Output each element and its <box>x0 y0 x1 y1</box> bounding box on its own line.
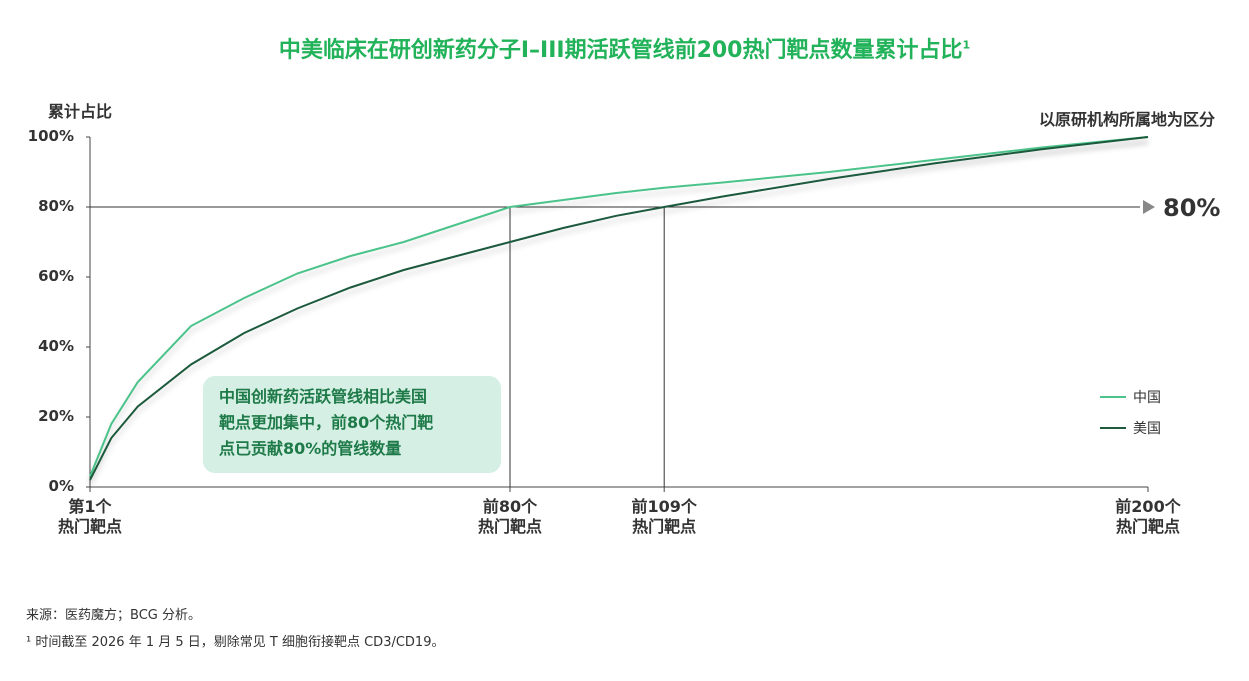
x-tick-label: 第1个 热门靶点 <box>57 497 122 536</box>
x-tick-label: 前109个 热门靶点 <box>631 497 697 536</box>
callout-text: 中国创新药活跃管线相比美国 靶点更加集中，前80个热门靶 点已贡献80%的管线数… <box>219 387 434 458</box>
y-tick-label: 20% <box>38 407 74 425</box>
y-tick-label: 80% <box>38 197 74 215</box>
y-axis-title: 累计占比 <box>48 102 113 121</box>
callout-box <box>203 376 501 473</box>
y-tick-label: 60% <box>38 267 74 285</box>
marker-arrow <box>1143 200 1155 214</box>
legend-label: 中国 <box>1133 390 1161 406</box>
series-line <box>89 136 1149 477</box>
footnote: ¹ 时间截至 2026 年 1 月 5 日，剔除常见 T 细胞衔接靶点 CD3/… <box>26 635 445 650</box>
y-tick-label: 0% <box>48 477 74 495</box>
chart-title: 中美临床在研创新药分子I–III期活跃管线前200热门靶点数量累计占比 <box>278 38 963 63</box>
title-wrap: 中美临床在研创新药分子I–III期活跃管线前200热门靶点数量累计占比1 <box>0 32 1249 64</box>
hline-label: 80% <box>1163 194 1221 222</box>
title-note: 1 <box>962 38 971 52</box>
legend-label: 美国 <box>1133 421 1161 437</box>
subtitle: 以原研机构所属地为区分 <box>1038 110 1215 129</box>
y-tick-label: 100% <box>27 127 74 145</box>
source: 来源：医药魔方；BCG 分析。 <box>26 608 201 623</box>
series-line <box>89 136 1149 481</box>
x-tick-label: 前200个 热门靶点 <box>1115 497 1181 536</box>
y-tick-label: 40% <box>38 337 74 355</box>
x-tick-label: 前80个 热门靶点 <box>477 497 542 536</box>
